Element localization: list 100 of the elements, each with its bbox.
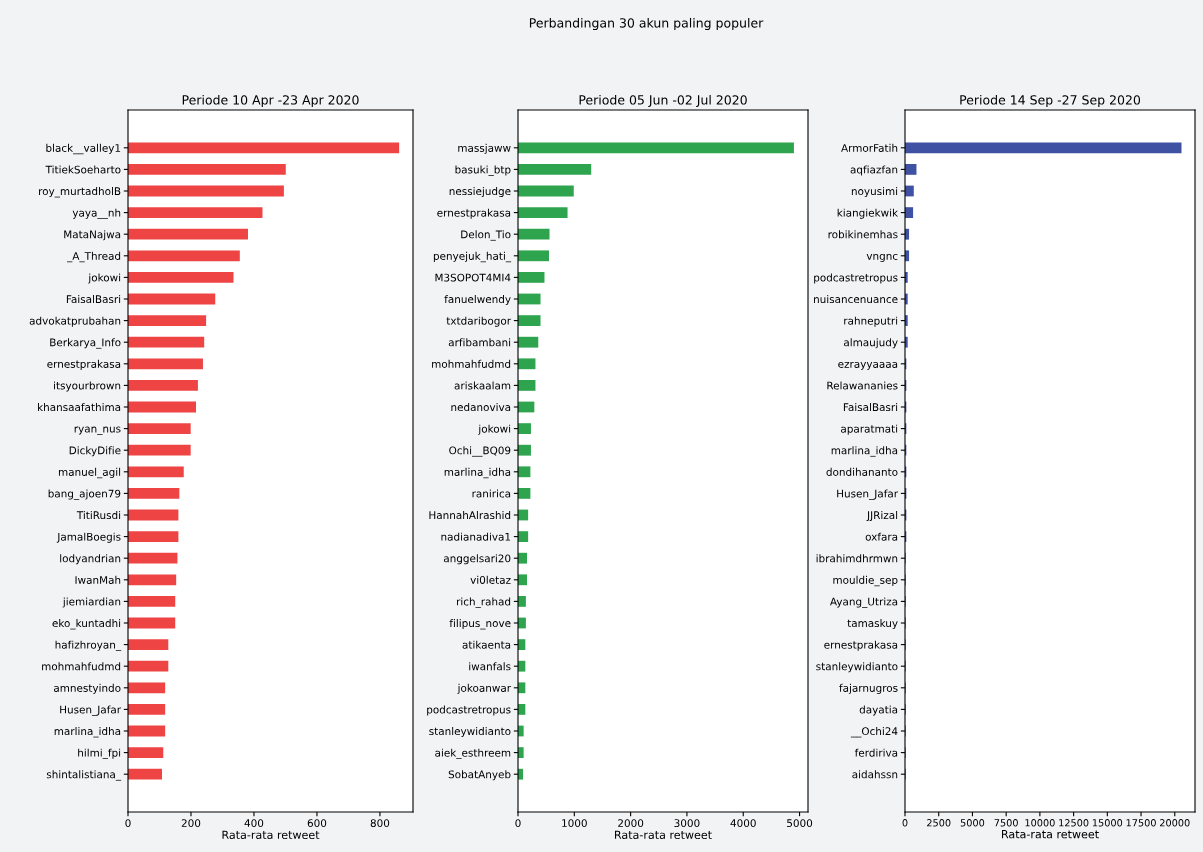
y-tick-label: almaujudy bbox=[844, 338, 898, 349]
y-tick-label: hilmi_fpi bbox=[78, 748, 121, 760]
y-tick-label: marlina_idha bbox=[54, 727, 121, 738]
y-tick-label: black__valley1 bbox=[46, 143, 121, 155]
y-tick-label: iwanfals bbox=[469, 662, 511, 671]
y-tick-label: aqfiazfan bbox=[850, 165, 898, 176]
y-tick-label: nedanoviva bbox=[451, 403, 511, 412]
y-tick-label: FaisalBasri bbox=[66, 295, 121, 304]
y-tick-label: dondihananto bbox=[826, 467, 898, 476]
y-tick-label: ariskaalam bbox=[454, 381, 511, 390]
x-tick-label: 10000 bbox=[1025, 819, 1055, 827]
chart-title: Periode 05 Jun -02 Jul 2020 bbox=[579, 94, 747, 107]
y-tick-label: marlina_idha bbox=[444, 467, 511, 479]
x-tick-label: 200 bbox=[181, 819, 201, 828]
y-tick-label: TitiekSoeharto bbox=[45, 165, 121, 174]
y-tick-label: eko_kuntadhi bbox=[52, 619, 121, 630]
y-tick-label: ryan_nus bbox=[74, 426, 121, 435]
x-axis-title: Rata-rata retweet bbox=[222, 830, 320, 840]
x-tick-label: 400 bbox=[244, 819, 264, 828]
y-tick-label: nadianadiva1 bbox=[441, 532, 511, 541]
y-tick-label: DickyDifie bbox=[69, 446, 121, 457]
x-tick-label: 4000 bbox=[730, 819, 756, 828]
y-tick-label: nuisancenuance bbox=[814, 295, 898, 304]
x-tick-label: 17500 bbox=[1126, 819, 1156, 827]
y-tick-label: aidahssn bbox=[852, 770, 898, 779]
y-tick-label: Ayang_Utriza bbox=[830, 597, 898, 608]
y-tick-label: podcastretropus bbox=[814, 273, 898, 284]
y-tick-label: oxfara bbox=[865, 532, 898, 541]
y-tick-label: advokatprubahan bbox=[29, 316, 121, 327]
y-tick-label: ferdiriva bbox=[854, 748, 898, 757]
y-tick-label: ranirica bbox=[472, 489, 511, 498]
x-tick-label: 5000 bbox=[960, 819, 985, 827]
y-tick-label: arfibambani bbox=[448, 338, 511, 347]
y-tick-label: hafizhroyan_ bbox=[55, 640, 122, 652]
y-tick-label: massjaww bbox=[458, 143, 511, 154]
y-tick-label: _A_Thread bbox=[66, 251, 121, 263]
y-tick-label: aparatmati bbox=[841, 424, 898, 435]
y-tick-label: jokowi bbox=[478, 424, 511, 435]
y-tick-label: filipus_nove bbox=[449, 619, 511, 630]
x-tick-label: 20000 bbox=[1160, 819, 1190, 827]
x-tick-label: 5000 bbox=[787, 819, 813, 828]
y-tick-label: TitiRusdi bbox=[76, 511, 121, 520]
y-tick-label: ArmorFatih bbox=[841, 143, 898, 152]
x-axis-title: Rata-rata retweet bbox=[615, 830, 712, 840]
y-tick-label: Delon_Tio bbox=[461, 230, 511, 241]
text: Perbandingan 30 akun paling populer bbox=[529, 17, 764, 31]
y-tick-label: roy_murtadholB bbox=[39, 187, 121, 198]
y-tick-label: basuki_btp bbox=[455, 165, 511, 176]
y-tick-label: IwanMah bbox=[75, 575, 121, 584]
y-tick-label: txtdaribogor bbox=[446, 316, 512, 327]
y-tick-label: ernestprakasa bbox=[824, 640, 898, 651]
y-tick-label: Relawananies bbox=[827, 381, 898, 390]
chart-title: Periode 14 Sep -27 Sep 2020 bbox=[960, 94, 1141, 108]
y-tick-label: khansaafathima bbox=[38, 403, 121, 412]
y-tick-label: M3SOPOT4MI4 bbox=[435, 273, 511, 282]
x-tick-label: 0 bbox=[515, 819, 521, 828]
y-tick-label: mohmahfudmd bbox=[432, 359, 511, 368]
y-tick-label: itsyourbrown bbox=[54, 381, 121, 392]
chart-title: Periode 10 Apr -23 Apr 2020 bbox=[182, 94, 359, 108]
y-tick-label: jiemiardian bbox=[62, 597, 121, 608]
y-tick-label: atikaenta bbox=[462, 640, 511, 649]
y-tick-label: anggelsari20 bbox=[443, 554, 511, 565]
y-tick-label: stanleywidianto bbox=[429, 727, 511, 738]
y-tick-label: ezrayyaaaa bbox=[838, 361, 898, 370]
y-tick-label: kiangiekwik bbox=[837, 208, 899, 219]
y-tick-label: SobatAnyeb bbox=[448, 770, 511, 781]
y-tick-label: Husen_Jafar bbox=[837, 489, 899, 500]
y-tick-label: fajarnugros bbox=[839, 683, 898, 694]
x-tick-label: 2500 bbox=[927, 819, 951, 827]
y-tick-label: mohmahfudmd bbox=[42, 662, 121, 671]
y-tick-label: JamalBoegis bbox=[56, 532, 121, 543]
y-tick-label: manuel_agil bbox=[58, 467, 121, 479]
x-tick-label: 15000 bbox=[1092, 819, 1123, 827]
y-tick-label: robikinemhas bbox=[828, 230, 898, 239]
y-tick-label: Husen_Jafar bbox=[60, 705, 122, 716]
y-tick-label: yaya__nh bbox=[72, 208, 121, 220]
y-tick-label: MataNajwa bbox=[64, 230, 121, 241]
y-tick-label: rich_rahad bbox=[457, 597, 511, 608]
x-tick-label: 12500 bbox=[1059, 819, 1089, 827]
y-tick-label: HannahAlrashid bbox=[429, 511, 511, 520]
y-tick-label: vi0letaz bbox=[470, 575, 511, 584]
y-tick-label: bang_ajoen79 bbox=[48, 489, 121, 500]
y-tick-label: vngnc bbox=[866, 253, 898, 262]
y-tick-label: penyejuk_hati_ bbox=[433, 251, 512, 263]
y-tick-label: Berkarya_Info bbox=[50, 338, 121, 349]
y-tick-label: __Ochi24 bbox=[850, 727, 898, 738]
y-tick-label: Ochi__BQ09 bbox=[449, 446, 511, 457]
y-tick-label: nessiejudge bbox=[449, 187, 511, 198]
y-tick-label: FaisalBasri bbox=[843, 403, 898, 412]
y-tick-label: stanleywidianto bbox=[816, 662, 898, 673]
y-tick-label: marlina_idha bbox=[831, 446, 898, 457]
y-tick-label: mouldie_sep bbox=[833, 575, 898, 587]
y-tick-label: jokoanwar bbox=[457, 683, 512, 694]
y-tick-label: shintalistiana_ bbox=[46, 770, 122, 781]
x-tick-label: 800 bbox=[370, 819, 390, 828]
y-tick-label: fanuelwendy bbox=[444, 295, 511, 306]
y-tick-label: ibrahimdhrmwn bbox=[816, 554, 898, 563]
y-tick-label: rahneputri bbox=[844, 316, 898, 327]
x-tick-label: 2000 bbox=[618, 819, 644, 828]
x-tick-label: 3000 bbox=[674, 819, 700, 828]
